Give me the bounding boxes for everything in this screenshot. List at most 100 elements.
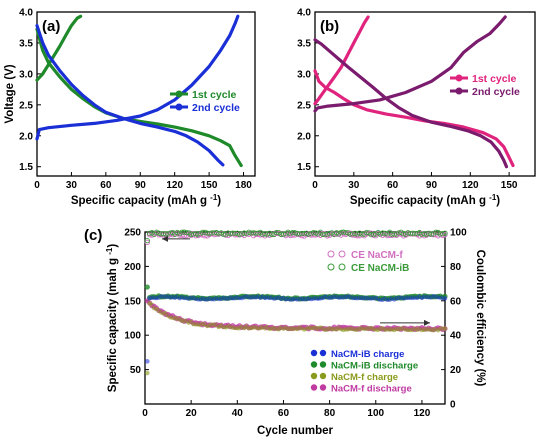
data-point-ib-charge	[145, 359, 150, 364]
x-tick-label: 90	[135, 180, 147, 191]
x-tick-label: 20	[186, 408, 198, 419]
y-tick-label: 1.5	[297, 162, 311, 173]
series-line-2-discharge	[313, 38, 509, 169]
data-point-ib-discharge	[144, 284, 150, 290]
x-tick-label: 60	[387, 180, 399, 191]
legend-marker	[338, 250, 346, 258]
legend-marker	[175, 90, 183, 98]
y-tick-label: 100	[124, 331, 141, 342]
x-tick-label: 120	[166, 180, 183, 191]
legend-label: 1st cycle	[192, 89, 237, 101]
legend-marker	[310, 361, 318, 368]
panel-a: 0 30 60 90 120 150 180 1.5 2.0 2.5 3.0 3.5 4.0 Specif…	[4, 8, 256, 207]
legend-marker	[310, 349, 318, 357]
panel-b: 0 30 60 90 120 150 1.5 2.0 2.5 3.0 3.5 4.0 Specific …	[297, 8, 536, 207]
plot-frame	[314, 11, 536, 177]
panel-c: 0 20 40 60 80 100 120 50 100 150 200 250 0 20 40 60 80 10…	[84, 227, 486, 437]
data-point-f-charge	[145, 370, 150, 376]
x-tick-label: 60	[278, 408, 290, 419]
y2-tick-label: 20	[450, 365, 462, 376]
x-tick-label: 80	[324, 408, 336, 419]
y-axis-label: Specific capacity (mah g -1)	[105, 244, 119, 393]
y-tick-label: 4.0	[297, 8, 311, 19]
y-tick-label: 50	[130, 365, 142, 376]
x-tick-label: 150	[501, 180, 518, 191]
x-tick-label: 120	[414, 408, 431, 419]
x-axis-label: Cycle number	[257, 425, 334, 437]
legend-marker	[327, 250, 335, 258]
y-tick-label: 1.5	[19, 162, 33, 173]
panel-label: (c)	[84, 227, 102, 244]
data-point-f-charge	[442, 326, 448, 331]
x-tick-label: 0	[34, 180, 40, 191]
legend-marker	[319, 384, 327, 391]
legend-label: 2nd cycle	[472, 86, 520, 98]
x-tick-label: 120	[462, 180, 479, 191]
y-tick-label: 150	[124, 296, 141, 307]
legend-marker	[175, 103, 183, 111]
legend-marker	[319, 349, 327, 357]
y-tick-label: 2.5	[297, 100, 311, 111]
legend-marker	[319, 361, 327, 368]
legend-label: 2nd cycle	[192, 102, 240, 114]
legend-marker	[319, 372, 327, 380]
legend-label: 1st cycle	[472, 73, 517, 85]
legend-label: NaCM-iB discharge	[331, 361, 418, 372]
y-tick-label: 250	[124, 228, 141, 239]
legend-marker	[338, 263, 346, 271]
series-line-2-discharge	[35, 24, 225, 167]
legend-marker	[455, 74, 463, 82]
y-tick-label: 2.0	[297, 131, 311, 142]
x-tick-label: 0	[142, 408, 148, 419]
legend-label: CE NaCM-iB	[351, 263, 409, 274]
legend-marker	[310, 384, 318, 391]
data-point-ib-charge	[442, 296, 448, 301]
plot-frame	[36, 11, 256, 177]
series-line-1-discharge	[313, 69, 515, 168]
data-point-ce-f	[442, 232, 448, 238]
y-tick-label: 3.0	[19, 69, 33, 80]
legend-marker	[455, 87, 463, 95]
x-tick-label: 150	[201, 180, 218, 191]
y2-tick-label: 80	[450, 262, 462, 273]
legend-label: NaCM-f discharge	[331, 384, 412, 395]
x-tick-label: 40	[232, 408, 244, 419]
y-tick-label: 3.5	[19, 38, 33, 49]
x-axis-label: Specific capacity (mAh g -1)	[71, 193, 221, 207]
x-tick-label: 90	[426, 180, 438, 191]
series-line-2-charge	[313, 15, 507, 113]
series-line-1-charge	[313, 15, 370, 106]
data-point-ce-ib	[433, 229, 439, 235]
legend-marker	[310, 372, 318, 380]
x-tick-label: 60	[100, 180, 112, 191]
x-tick-label: 100	[367, 408, 384, 419]
data-point-ce-f	[170, 232, 176, 238]
y2-tick-label: 60	[450, 296, 462, 307]
panel-label: (a)	[42, 18, 60, 35]
y-tick-label: 2.0	[19, 131, 33, 142]
data-point-ce-ib	[220, 231, 227, 237]
y-tick-label: 3.0	[297, 69, 311, 80]
y2-axis-label: Coulombic efficiency (%)	[474, 250, 486, 387]
legend-label: NaCM-f charge	[331, 372, 398, 383]
x-tick-label: 30	[348, 180, 360, 191]
y2-tick-label: 0	[450, 400, 456, 411]
series-line-1-discharge	[35, 27, 243, 168]
y-tick-label: 4.0	[19, 8, 33, 19]
x-tick-label: 180	[235, 180, 252, 191]
legend-marker	[327, 263, 335, 271]
x-tick-label: 30	[66, 180, 78, 191]
x-tick-label: 0	[312, 180, 318, 191]
y2-tick-label: 100	[450, 228, 467, 239]
y-tick-label: 3.5	[297, 38, 311, 49]
y-axis-label: Voltage (V)	[4, 64, 16, 123]
legend-label: NaCM-iB charge	[331, 349, 404, 360]
x-axis-label: Specific capacity (mAh g -1)	[350, 193, 500, 207]
y2-tick-label: 40	[450, 331, 462, 342]
data-point-ce-f	[144, 239, 150, 245]
legend-label: CE NaCM-f	[351, 250, 403, 261]
data-point-ce-ib	[144, 237, 150, 244]
series-line-2-charge	[35, 14, 240, 141]
y-tick-label: 200	[124, 262, 141, 273]
